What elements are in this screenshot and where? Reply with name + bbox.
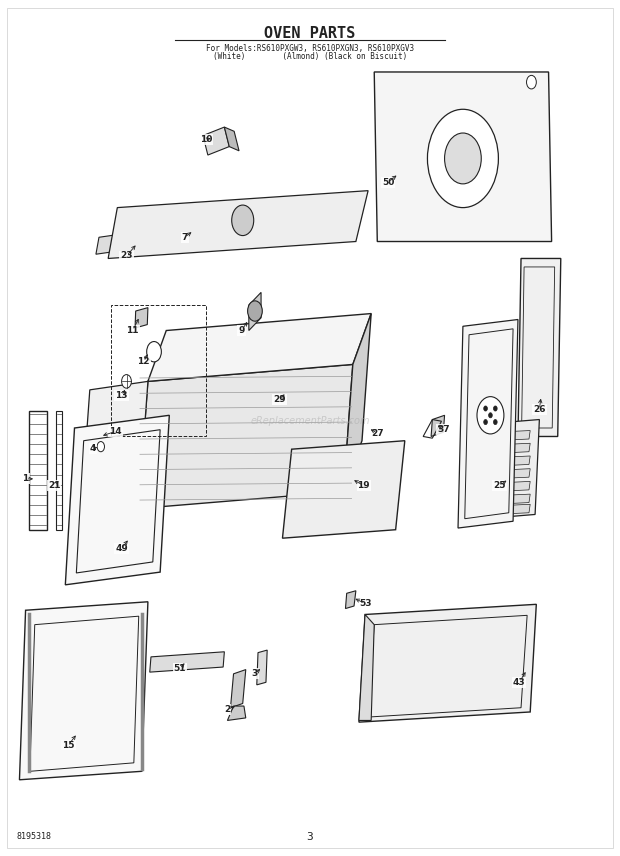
Polygon shape <box>135 307 148 328</box>
Polygon shape <box>96 224 188 254</box>
Polygon shape <box>108 191 368 259</box>
Text: 11: 11 <box>126 326 139 335</box>
Text: (White)        (Almond) (Black on Biscuit): (White) (Almond) (Black on Biscuit) <box>213 52 407 62</box>
Text: 53: 53 <box>359 599 371 608</box>
Polygon shape <box>483 419 539 519</box>
Text: 1: 1 <box>22 474 29 484</box>
Text: 51: 51 <box>174 664 186 673</box>
Text: 49: 49 <box>115 544 128 553</box>
Circle shape <box>147 342 161 362</box>
Polygon shape <box>492 504 530 514</box>
Text: 8195318: 8195318 <box>16 832 51 841</box>
Circle shape <box>427 110 498 208</box>
Polygon shape <box>203 127 229 155</box>
Circle shape <box>247 300 262 321</box>
Polygon shape <box>492 456 530 467</box>
Text: 12: 12 <box>138 358 150 366</box>
Text: 19: 19 <box>358 481 370 490</box>
Circle shape <box>97 442 105 452</box>
Polygon shape <box>65 415 169 585</box>
Text: 13: 13 <box>115 391 128 401</box>
Text: 15: 15 <box>62 740 74 750</box>
Polygon shape <box>492 431 530 441</box>
Text: eReplacementParts.com: eReplacementParts.com <box>250 416 370 426</box>
Polygon shape <box>492 443 530 454</box>
Polygon shape <box>139 365 353 508</box>
Bar <box>111 305 206 437</box>
Circle shape <box>526 75 536 89</box>
Text: 9: 9 <box>238 326 245 335</box>
Polygon shape <box>518 259 560 437</box>
Polygon shape <box>231 669 246 708</box>
Polygon shape <box>224 127 239 151</box>
Text: 29: 29 <box>273 395 286 404</box>
Text: 10: 10 <box>200 135 212 145</box>
Polygon shape <box>492 481 530 491</box>
Text: 50: 50 <box>382 178 394 187</box>
Text: 43: 43 <box>513 678 526 687</box>
Text: 3: 3 <box>307 831 313 841</box>
Circle shape <box>232 205 254 235</box>
Polygon shape <box>81 382 148 517</box>
Circle shape <box>494 406 497 411</box>
Polygon shape <box>374 72 552 241</box>
Text: 25: 25 <box>494 481 506 490</box>
Text: 23: 23 <box>120 252 133 260</box>
Polygon shape <box>148 313 371 382</box>
Polygon shape <box>19 602 148 780</box>
Polygon shape <box>283 441 405 538</box>
Circle shape <box>477 396 504 434</box>
Polygon shape <box>345 591 356 609</box>
Text: For Models:RS610PXGW3, RS610PXGN3, RS610PXGV3: For Models:RS610PXGW3, RS610PXGN3, RS610… <box>206 44 414 53</box>
Polygon shape <box>359 604 536 722</box>
Polygon shape <box>343 313 371 491</box>
Circle shape <box>122 375 131 388</box>
Polygon shape <box>492 494 530 504</box>
Text: 3: 3 <box>252 669 258 678</box>
Text: 37: 37 <box>437 425 450 434</box>
Polygon shape <box>150 651 224 672</box>
Polygon shape <box>228 706 246 721</box>
Text: 26: 26 <box>533 405 546 413</box>
Circle shape <box>489 413 492 418</box>
Circle shape <box>445 133 481 184</box>
Polygon shape <box>431 415 445 437</box>
Circle shape <box>484 406 487 411</box>
Text: 7: 7 <box>182 233 188 241</box>
Circle shape <box>484 419 487 425</box>
Text: 14: 14 <box>109 427 122 436</box>
Polygon shape <box>257 650 267 685</box>
Text: 21: 21 <box>48 481 61 490</box>
Text: OVEN PARTS: OVEN PARTS <box>264 27 356 41</box>
Polygon shape <box>249 293 261 330</box>
Polygon shape <box>492 469 530 479</box>
Text: 4: 4 <box>90 444 96 453</box>
Text: 2: 2 <box>224 705 231 714</box>
Polygon shape <box>359 615 374 721</box>
Text: 27: 27 <box>371 429 384 437</box>
Circle shape <box>494 419 497 425</box>
Polygon shape <box>458 319 518 528</box>
